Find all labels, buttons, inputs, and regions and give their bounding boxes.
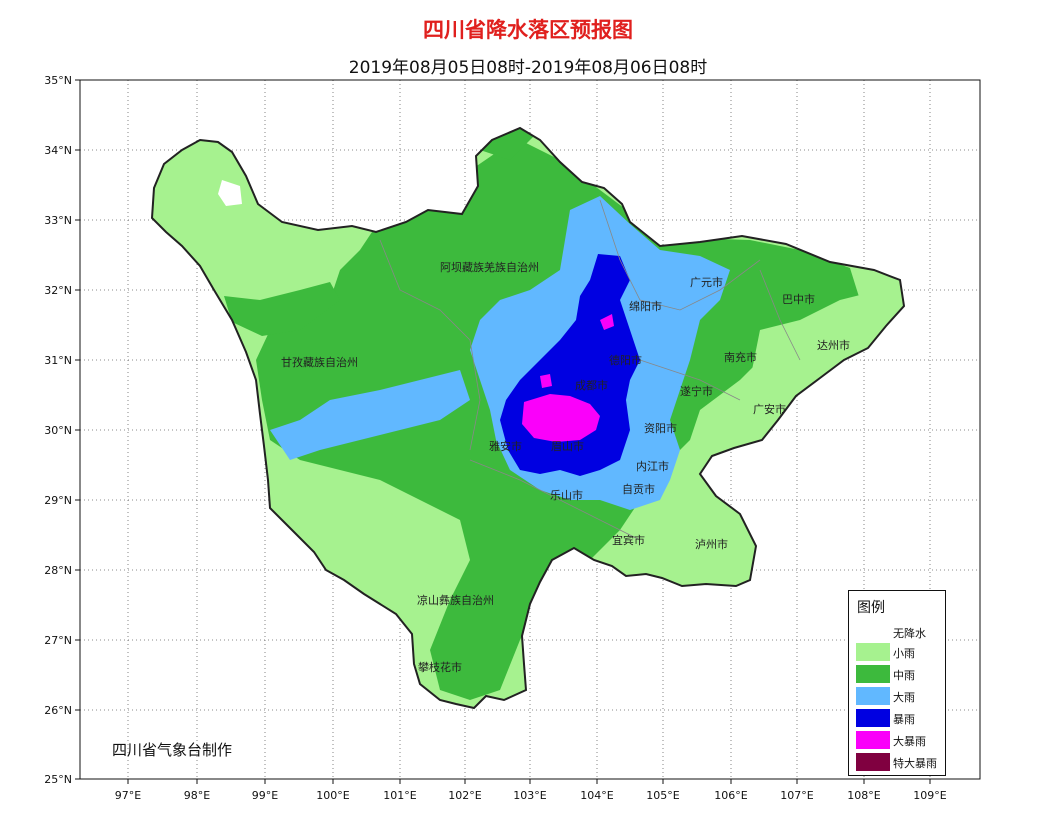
lat-label: 29°N: [44, 494, 72, 507]
region-label: 雅安市: [489, 439, 522, 453]
region-label: 乐山市: [550, 488, 583, 502]
legend-item: 大暴雨: [856, 731, 946, 749]
lat-label: 25°N: [44, 773, 72, 786]
legend-swatch: [856, 753, 890, 771]
heavy-rainstorm-area: [522, 394, 600, 442]
moderate-rain-area-west: [224, 282, 340, 336]
lat-label: 31°N: [44, 354, 72, 367]
light-rain-area-east: [750, 290, 900, 410]
legend-label: 大雨: [893, 691, 915, 704]
lat-label: 32°N: [44, 284, 72, 297]
region-label: 德阳市: [609, 353, 642, 367]
region-label: 内江市: [636, 459, 669, 473]
lon-label: 108°E: [847, 789, 880, 802]
region-label: 巴中市: [782, 292, 815, 306]
lat-label: 30°N: [44, 424, 72, 437]
region-labels: 阿坝藏族羌族自治州 甘孜藏族自治州 凉山彝族自治州 攀枝花市 广元市 巴中市 绵…: [281, 260, 850, 674]
legend-swatch: [856, 731, 890, 749]
lon-label: 109°E: [913, 789, 946, 802]
legend-item: 暴雨: [856, 709, 946, 727]
legend-item: 小雨: [856, 643, 946, 661]
lon-label: 106°E: [714, 789, 747, 802]
lon-label: 98°E: [184, 789, 210, 802]
legend-swatch: [856, 687, 890, 705]
legend-label: 无降水: [893, 627, 926, 640]
legend-swatch: [856, 709, 890, 727]
region-label: 泸州市: [695, 537, 728, 551]
lon-label: 107°E: [780, 789, 813, 802]
region-label: 甘孜藏族自治州: [281, 355, 358, 369]
region-label: 阿坝藏族羌族自治州: [440, 260, 539, 274]
region-label: 广元市: [690, 275, 723, 289]
legend-label: 特大暴雨: [893, 757, 937, 770]
lon-label: 103°E: [513, 789, 546, 802]
legend-swatch: [856, 643, 890, 661]
region-label: 南充市: [724, 350, 757, 364]
legend-title: 图例: [857, 600, 885, 616]
region-label: 达州市: [817, 338, 850, 352]
legend-label: 小雨: [893, 647, 915, 660]
region-label: 资阳市: [644, 421, 677, 435]
lon-labels: 97°E 98°E 99°E 100°E 101°E 102°E 103°E 1…: [115, 789, 947, 802]
lat-label: 33°N: [44, 214, 72, 227]
region-label: 广安市: [753, 402, 786, 416]
tick-marks: [75, 79, 931, 784]
legend-item: 大雨: [856, 687, 946, 705]
precipitation-fields: [152, 128, 904, 708]
legend-label: 暴雨: [893, 713, 915, 726]
lon-label: 101°E: [383, 789, 416, 802]
legend-item: 中雨: [856, 665, 946, 683]
legend-label: 大暴雨: [893, 735, 926, 748]
legend: 图例 无降水 小雨 中雨 大雨 暴雨 大暴雨 特大暴雨: [848, 590, 946, 776]
region-label: 遂宁市: [680, 384, 713, 398]
map-subtitle: 2019年08月05日08时-2019年08月06日08时: [348, 58, 708, 78]
lon-label: 105°E: [646, 789, 679, 802]
lat-label: 35°N: [44, 74, 72, 87]
lon-label: 102°E: [448, 789, 481, 802]
region-label: 自贡市: [622, 482, 655, 496]
region-label: 成都市: [575, 378, 608, 392]
region-label: 凉山彝族自治州: [417, 593, 494, 607]
legend-item: 无降水: [856, 623, 946, 641]
legend-item: 特大暴雨: [856, 753, 946, 771]
region-label: 宜宾市: [612, 533, 645, 547]
lat-label: 26°N: [44, 704, 72, 717]
lat-labels: 35°N 34°N 33°N 32°N 31°N 30°N 29°N 28°N …: [44, 74, 72, 786]
lon-label: 99°E: [252, 789, 278, 802]
lat-label: 34°N: [44, 144, 72, 157]
lon-label: 97°E: [115, 789, 141, 802]
lat-label: 28°N: [44, 564, 72, 577]
credit-text: 四川省气象台制作: [112, 741, 233, 759]
region-label: 绵阳市: [629, 299, 662, 313]
lon-label: 100°E: [316, 789, 349, 802]
no-rain-area: [218, 180, 242, 206]
lat-label: 27°N: [44, 634, 72, 647]
legend-swatch: [856, 665, 890, 683]
legend-swatch: [856, 623, 890, 641]
prefecture-boundaries: [379, 199, 801, 541]
legend-label: 中雨: [893, 669, 915, 682]
region-label: 眉山市: [551, 439, 584, 453]
region-label: 攀枝花市: [418, 660, 462, 674]
lon-label: 104°E: [580, 789, 613, 802]
map-title: 四川省降水落区预报图: [423, 18, 633, 42]
heavy-rain-area-west: [270, 370, 470, 460]
